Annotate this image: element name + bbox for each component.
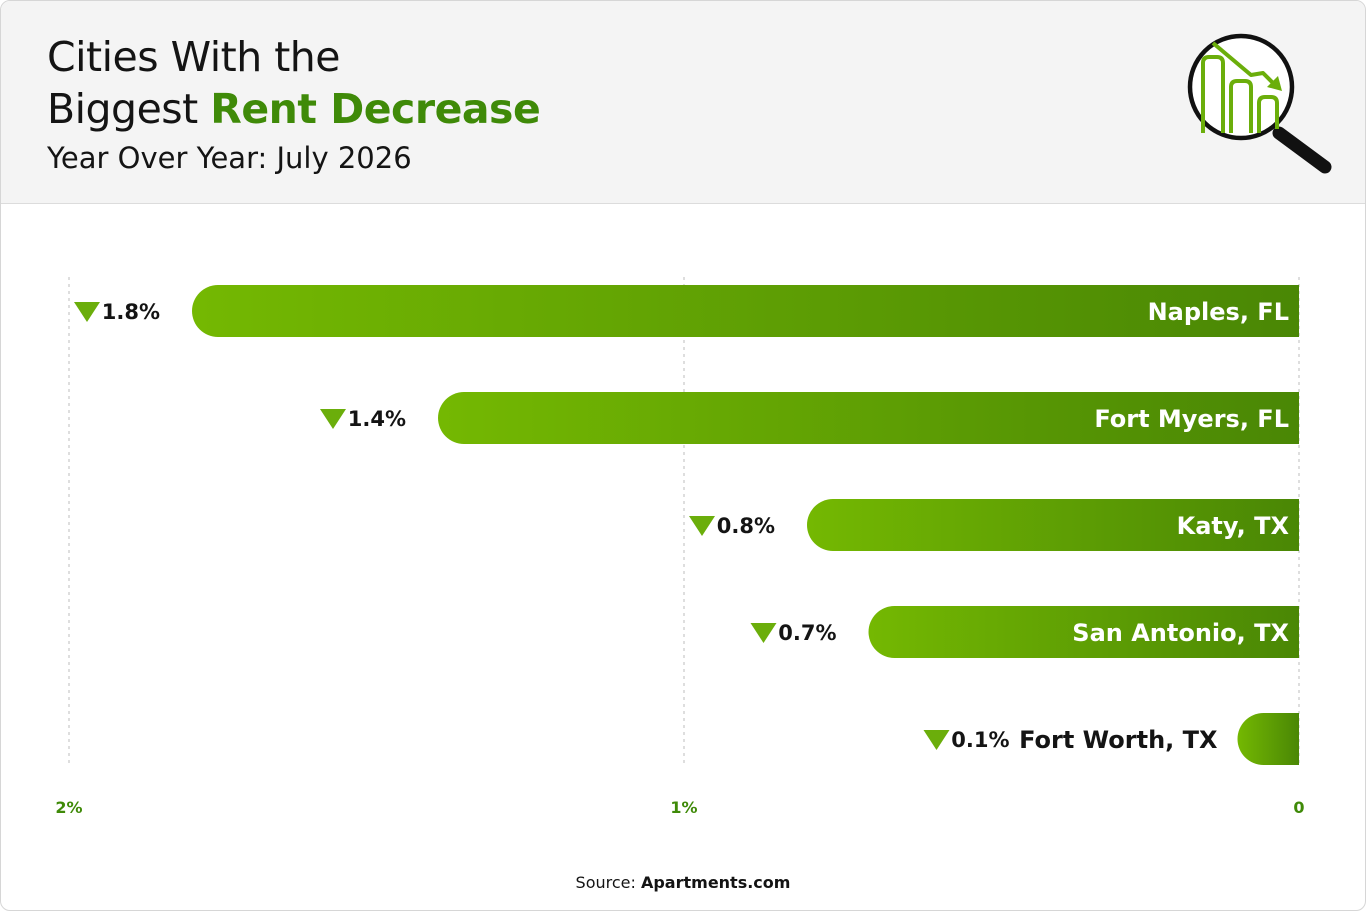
x-tick-label: 0: [1293, 798, 1304, 817]
bar-category-label: Fort Myers, FL: [1094, 405, 1289, 433]
source-label: Source:: [575, 873, 636, 892]
bar: [868, 606, 1299, 658]
source-name: Apartments.com: [640, 873, 791, 892]
bar-chart: Naples, FL 1.8% Fort Myers, FL 1.4% Katy, TX…: [55, 277, 1305, 817]
bar-value-label: 0.7%: [778, 621, 836, 645]
bar: [1237, 713, 1299, 765]
bar: [807, 499, 1299, 551]
title-plain-text: Biggest: [47, 85, 211, 133]
x-tick-label: 1%: [670, 798, 697, 817]
x-tick-label: 2%: [55, 798, 82, 817]
bar-value-label: 1.4%: [348, 407, 406, 431]
subtitle: Year Over Year: July 2026: [47, 141, 412, 175]
title-accent-text: Rent Decrease: [210, 85, 541, 133]
bar-value-label: 0.1%: [951, 728, 1009, 752]
down-triangle-icon: [74, 302, 100, 322]
bar-category-label: Naples, FL: [1148, 298, 1289, 326]
down-triangle-icon: [750, 623, 777, 643]
title-line-2: Biggest Rent Decrease: [47, 85, 541, 133]
bar-category-label: Katy, TX: [1177, 512, 1290, 540]
bar: [192, 285, 1300, 337]
bar-value-label: 0.8%: [717, 514, 775, 538]
down-triangle-icon: [923, 730, 950, 750]
bar-value-label: 1.8%: [102, 300, 160, 324]
title-line-1: Cities With the: [47, 33, 341, 81]
down-triangle-icon: [320, 409, 346, 429]
source-note: Source: Apartments.com: [1, 873, 1365, 892]
bar: [438, 392, 1300, 444]
bar-category-label: San Antonio, TX: [1072, 619, 1289, 647]
down-triangle-icon: [689, 516, 715, 536]
magnifier-declining-bars-icon: [1187, 33, 1332, 174]
bar-category-label: Fort Worth, TX: [1019, 726, 1218, 754]
header: Cities With the Biggest Rent Decrease Ye…: [1, 1, 1365, 204]
